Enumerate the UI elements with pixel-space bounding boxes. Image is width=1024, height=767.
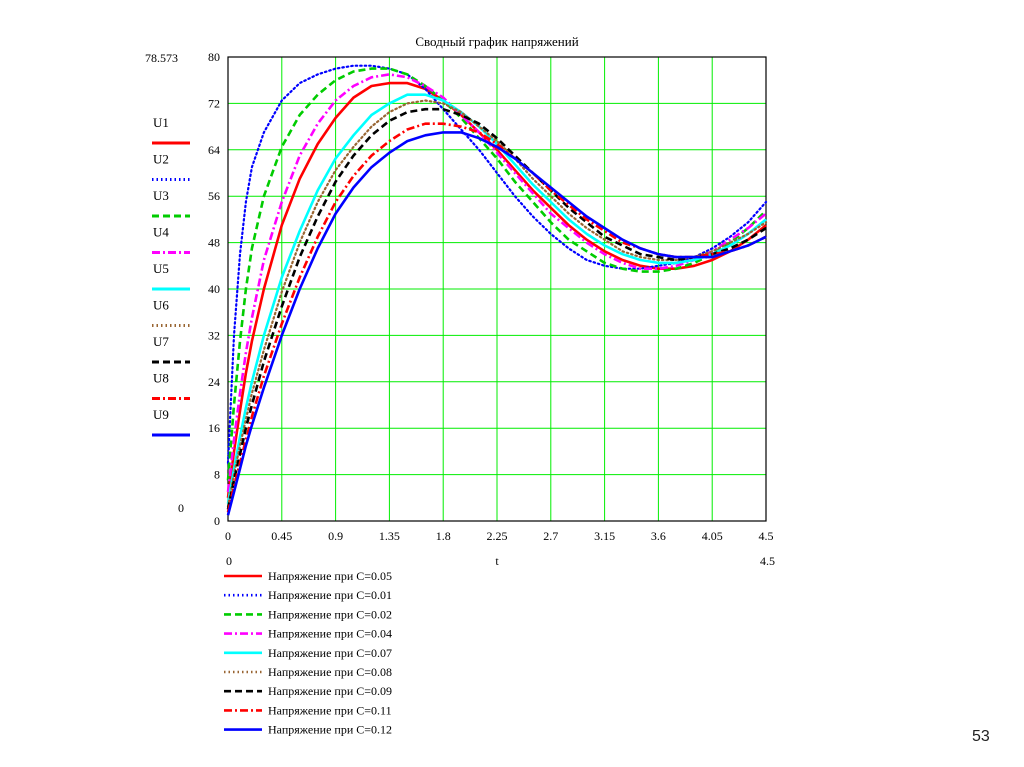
series-lines — [226, 64, 768, 516]
bottom-legend-label: Напряжение при C=0.05 — [268, 569, 392, 583]
left-legend: U1 U2 U3 U4 U5 U6 U7 U8 U9 — [152, 115, 190, 437]
bottom-legend-label: Напряжение при C=0.08 — [268, 665, 392, 679]
x-tick-label: 4.05 — [702, 529, 723, 543]
y-tick-label: 32 — [208, 328, 220, 342]
series-line-u9 — [226, 131, 767, 516]
x-tick-label: 0.9 — [328, 529, 343, 543]
left-legend-label: U2 — [153, 152, 169, 167]
bottom-legend-label: Напряжение при C=0.12 — [268, 723, 392, 737]
slide-number: 53 — [972, 728, 990, 745]
y-min-readout: 0 — [178, 501, 184, 515]
x-tick-label: 2.25 — [487, 529, 508, 543]
left-legend-label: U1 — [153, 115, 169, 130]
left-legend-label: U8 — [153, 371, 169, 386]
y-tick-label: 24 — [208, 375, 220, 389]
bottom-legend-label: Напряжение при C=0.11 — [268, 703, 392, 717]
y-tick-label: 16 — [208, 421, 220, 435]
series-line-u3 — [226, 67, 767, 481]
x-tick-label: 3.15 — [594, 529, 615, 543]
y-tick-label: 56 — [208, 189, 220, 203]
y-axis-ticks: 0 8 16 24 32 40 48 56 64 72 80 — [208, 50, 220, 528]
left-legend-label: U3 — [153, 188, 169, 203]
x-tick-label: 3.6 — [651, 529, 666, 543]
bottom-legend-label: Напряжение при C=0.04 — [268, 627, 392, 641]
x-axis-label: t — [495, 554, 499, 568]
x-tick-label: 0 — [225, 529, 231, 543]
chart-title: Сводный график напряжений — [415, 34, 578, 49]
y-tick-label: 64 — [208, 143, 220, 157]
bottom-legend-label: Напряжение при C=0.02 — [268, 607, 392, 621]
x-tick-label: 2.7 — [543, 529, 558, 543]
x-min-readout: 0 — [226, 554, 232, 568]
x-tick-label: 1.8 — [436, 529, 451, 543]
bottom-legend-label: Напряжение при C=0.01 — [268, 588, 392, 602]
y-tick-label: 40 — [208, 282, 220, 296]
bottom-legend-label: Напряжение при C=0.07 — [268, 646, 392, 660]
y-tick-label: 72 — [208, 96, 220, 110]
chart-grid — [228, 57, 766, 521]
series-line-u8 — [226, 122, 767, 513]
bottom-legend-label: Напряжение при C=0.09 — [268, 684, 392, 698]
left-legend-label: U4 — [153, 225, 169, 240]
bottom-legend: Напряжение при C=0.05 Напряжение при C=0.… — [224, 569, 392, 737]
series-line-u2 — [226, 64, 768, 465]
left-legend-label: U9 — [153, 407, 169, 422]
x-tick-label: 1.35 — [379, 529, 400, 543]
x-tick-label: 0.45 — [271, 529, 292, 543]
y-tick-label: 48 — [208, 236, 220, 250]
left-legend-label: U7 — [153, 334, 169, 349]
x-max-readout: 4.5 — [760, 554, 775, 568]
y-tick-label: 0 — [214, 514, 220, 528]
plot-frame — [227, 56, 767, 522]
y-tick-label: 8 — [214, 468, 220, 482]
x-tick-label: 4.5 — [759, 529, 774, 543]
left-legend-label: U5 — [153, 261, 169, 276]
series-line-u4 — [226, 73, 767, 493]
y-tick-label: 80 — [208, 50, 220, 64]
x-axis-ticks: 0 0.45 0.9 1.35 1.8 2.25 2.7 3.15 3.6 4.05 4.5 — [225, 529, 774, 543]
series-line-u1 — [226, 81, 767, 498]
series-line-u7 — [226, 107, 767, 510]
y-max-readout: 78.573 — [145, 51, 178, 65]
left-legend-label: U6 — [153, 298, 169, 313]
